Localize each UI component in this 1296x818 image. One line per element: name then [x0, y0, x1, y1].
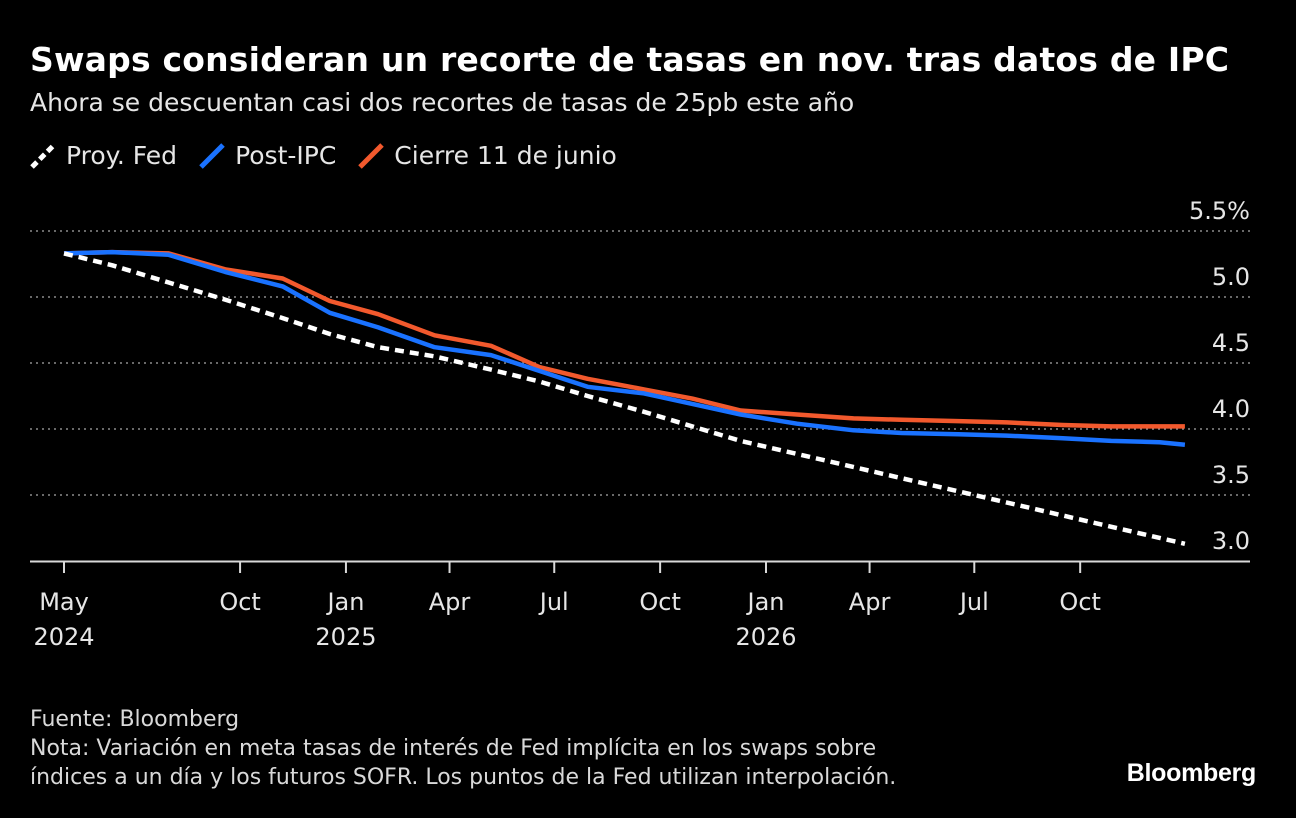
x-tick-label: Jul	[538, 588, 569, 616]
series-line-cierre-11-de-junio	[63, 249, 1185, 429]
x-tick-label: Apr	[849, 588, 891, 616]
legend-item-post-ipc: Post-IPC	[199, 141, 336, 170]
legend-label: Proy. Fed	[66, 141, 178, 170]
legend-swatch-proy-fed	[30, 142, 56, 169]
y-tick-label: 3.5	[1212, 461, 1250, 489]
source-note: Fuente: Bloomberg	[30, 707, 240, 732]
x-tick-label: Oct	[1059, 588, 1101, 616]
x-tick-label: Jul	[958, 588, 989, 616]
x-tick-year-label: 2026	[735, 623, 796, 651]
legend-swatch-post-ipc	[199, 142, 225, 169]
legend-item-proy-fed: Proy. Fed	[30, 141, 177, 170]
note-line-1: Nota: Variación en meta tasas de interés…	[30, 736, 877, 761]
bloomberg-logo: Bloomberg	[1126, 759, 1257, 787]
x-tick-year-label: 2025	[315, 623, 376, 651]
footer: Fuente: Bloomberg Nota: Variación en met…	[30, 705, 896, 792]
note-line-2: índices a un día y los futuros SOFR. Los…	[30, 765, 897, 790]
legend-item-cierre: Cierre 11 de junio	[358, 141, 617, 170]
x-tick-year-label: 2024	[33, 623, 94, 651]
x-tick-label: Oct	[639, 588, 681, 616]
x-tick-label: Jan	[325, 588, 364, 616]
chart-title: Swaps consideran un recorte de tasas en …	[30, 40, 1230, 79]
y-tick-label: 3.0	[1212, 527, 1250, 555]
legend-swatch-cierre	[358, 142, 385, 169]
x-tick-label: May	[39, 588, 89, 616]
y-tick-label: 5.0	[1212, 263, 1250, 291]
y-tick-label: 4.0	[1212, 395, 1250, 423]
legend-label: Cierre 11 de junio	[394, 141, 617, 170]
series-line-post-ipc	[63, 249, 1186, 448]
x-tick-label: Apr	[429, 588, 471, 616]
y-tick-label: 5.5%	[1189, 197, 1250, 225]
x-tick-label: Jan	[746, 588, 785, 616]
legend: Proy. Fed Post-IPC Cierre 11 de junio	[30, 141, 639, 170]
y-tick-label: 4.5	[1212, 329, 1250, 357]
chart-subtitle: Ahora se descuentan casi dos recortes de…	[30, 88, 855, 117]
legend-label: Post-IPC	[235, 141, 337, 170]
series-line-proy-fed	[63, 251, 1186, 546]
x-tick-label: Oct	[219, 588, 261, 616]
